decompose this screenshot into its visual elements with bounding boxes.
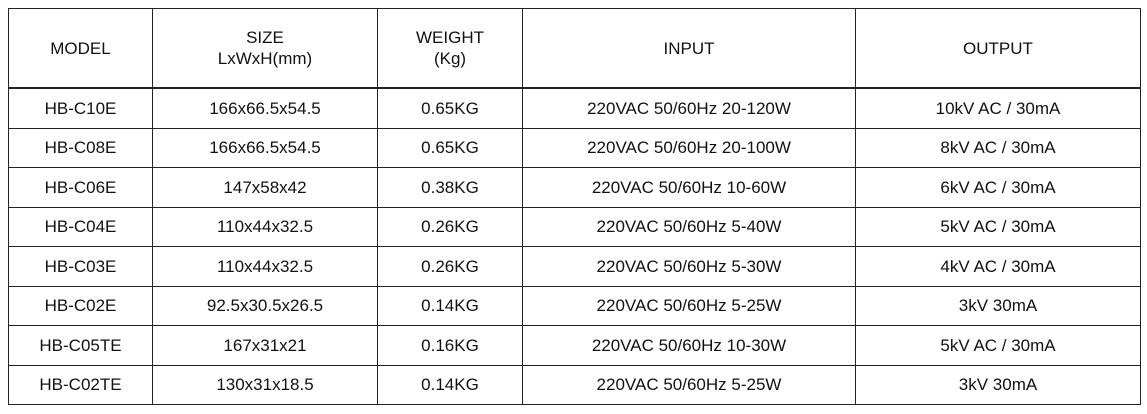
header-model: MODEL: [8, 8, 153, 89]
header-text: OUTPUT: [963, 38, 1033, 58]
table-row: HB-C03E 110x44x32.5 0.26KG 220VAC 50/60Hz 5…: [8, 246, 1141, 287]
cell-size: 147x58x42: [152, 167, 378, 208]
cell-output: 8kV AC / 30mA: [855, 127, 1141, 168]
cell-model: HB-C02E: [8, 285, 153, 326]
cell-weight: 0.16KG: [377, 325, 523, 366]
header-weight: WEIGHT (Kg): [377, 8, 523, 89]
cell-input: 220VAC 50/60Hz 20-100W: [522, 127, 856, 168]
cell-model: HB-C04E: [8, 206, 153, 247]
cell-size: 166x66.5x54.5: [152, 87, 378, 129]
cell-output: 4kV AC / 30mA: [855, 246, 1141, 287]
cell-model: HB-C03E: [8, 246, 153, 287]
cell-size: 130x31x18.5: [152, 364, 378, 405]
table-row: HB-C04E 110x44x32.5 0.26KG 220VAC 50/60Hz 5…: [8, 206, 1141, 247]
header-subtext: (Kg): [433, 49, 467, 68]
cell-input: 220VAC 50/60Hz 5-25W: [522, 285, 856, 326]
header-text: INPUT: [663, 38, 715, 58]
cell-size: 166x66.5x54.5: [152, 127, 378, 168]
cell-weight: 0.14KG: [377, 285, 523, 326]
spec-table: MODEL SIZE LxWxH(mm) WEIGHT (Kg) INPUT OUT…: [8, 8, 1141, 405]
header-size: SIZE LxWxH(mm): [152, 8, 378, 89]
cell-input: 220VAC 50/60Hz 10-60W: [522, 167, 856, 208]
cell-model: HB-C10E: [8, 87, 153, 129]
cell-output: 3kV 30mA: [855, 285, 1141, 326]
table-row: HB-C02TE 130x31x18.5 0.14KG 220VAC 50/60Hz …: [8, 364, 1141, 405]
header-input: INPUT: [522, 8, 856, 89]
cell-weight: 0.26KG: [377, 206, 523, 247]
cell-weight: 0.38KG: [377, 167, 523, 208]
cell-size: 92.5x30.5x26.5: [152, 285, 378, 326]
cell-input: 220VAC 50/60Hz 5-30W: [522, 246, 856, 287]
table-row: HB-C06E 147x58x42 0.38KG 220VAC 50/60Hz 10-…: [8, 167, 1141, 208]
table-row: HB-C02E 92.5x30.5x26.5 0.14KG 220VAC 50/60H…: [8, 285, 1141, 326]
cell-model: HB-C05TE: [8, 325, 153, 366]
cell-size: 110x44x32.5: [152, 206, 378, 247]
header-text: WEIGHT: [416, 28, 484, 47]
cell-size: 110x44x32.5: [152, 246, 378, 287]
cell-output: 6kV AC / 30mA: [855, 167, 1141, 208]
cell-input: 220VAC 50/60Hz 5-25W: [522, 364, 856, 405]
table-row: HB-C05TE 167x31x21 0.16KG 220VAC 50/60Hz 10…: [8, 325, 1141, 366]
cell-size: 167x31x21: [152, 325, 378, 366]
header-output: OUTPUT: [855, 8, 1141, 89]
cell-model: HB-C06E: [8, 167, 153, 208]
header-subtext: LxWxH(mm): [217, 49, 313, 68]
cell-model: HB-C02TE: [8, 364, 153, 405]
header-row: MODEL SIZE LxWxH(mm) WEIGHT (Kg) INPUT OUT…: [8, 8, 1141, 89]
table-row: HB-C08E 166x66.5x54.5 0.65KG 220VAC 50/60Hz…: [8, 127, 1141, 168]
header-text: MODEL: [50, 38, 111, 58]
cell-weight: 0.26KG: [377, 246, 523, 287]
cell-input: 220VAC 50/60Hz 5-40W: [522, 206, 856, 247]
cell-model: HB-C08E: [8, 127, 153, 168]
cell-output: 10kV AC / 30mA: [855, 87, 1141, 129]
cell-weight: 0.65KG: [377, 127, 523, 168]
header-text: SIZE: [246, 28, 284, 47]
cell-weight: 0.65KG: [377, 87, 523, 129]
cell-weight: 0.14KG: [377, 364, 523, 405]
table-row: HB-C10E 166x66.5x54.5 0.65KG 220VAC 50/60Hz…: [8, 87, 1141, 129]
cell-input: 220VAC 50/60Hz 20-120W: [522, 87, 856, 129]
cell-output: 5kV AC / 30mA: [855, 206, 1141, 247]
cell-input: 220VAC 50/60Hz 10-30W: [522, 325, 856, 366]
cell-output: 3kV 30mA: [855, 364, 1141, 405]
cell-output: 5kV AC / 30mA: [855, 325, 1141, 366]
